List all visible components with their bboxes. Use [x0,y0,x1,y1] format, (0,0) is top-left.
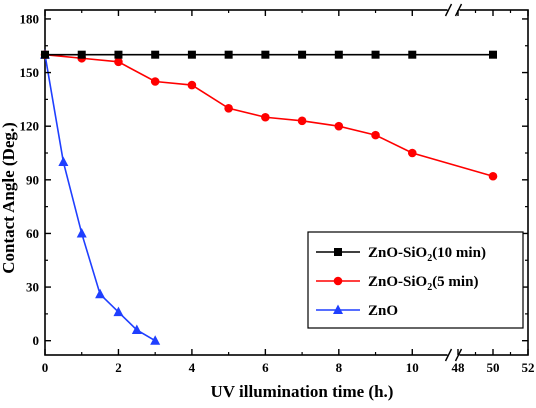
data-point [131,324,142,334]
data-point [113,306,124,317]
data-point [408,50,417,59]
axis-break-gap-top [447,7,460,13]
x-tick-label: 6 [262,360,269,375]
data-point [151,50,160,59]
legend-item: ZnO [316,303,398,319]
data-point [187,50,196,59]
data-point [333,304,343,314]
x-tick-label: 4 [189,360,196,375]
plot-frame [44,9,529,356]
x-tick-label: 48 [452,360,466,375]
data-point [371,130,380,140]
data-point [334,248,342,256]
x-tick-label: 50 [487,360,500,375]
data-point [298,50,307,59]
y-tick-label: 180 [20,11,40,26]
legend-box [307,231,524,329]
legend-label: ZnO-SiO2(5 min) [368,274,478,293]
data-point [95,288,106,299]
y-tick-label: 30 [26,280,39,295]
x-tick-label: 2 [115,360,122,375]
data-point [58,156,69,166]
y-axis-label: Contact Angle (Deg.) [0,122,18,274]
data-point [489,50,497,59]
data-point [261,50,270,59]
axis-break-mark-top [444,3,453,17]
data-point [371,50,380,59]
legend-label: ZnO [368,303,398,319]
data-point [76,227,87,238]
data-point [488,171,498,181]
x-tick-label: 0 [42,360,49,375]
y-tick-label: 120 [20,119,40,134]
series-zno [40,49,161,345]
data-point [333,276,343,286]
legend-label: ZnO-SiO2(10 min) [368,245,486,264]
x-tick-label: 8 [336,360,343,375]
x-tick-label: 52 [522,360,535,375]
series-zno-sio10 [41,50,497,59]
data-point [77,50,86,59]
legend-item: ZnO-SiO2(10 min) [316,245,486,264]
axis-break-gap-bottom [447,352,460,358]
data-point [114,57,123,67]
legend-item: ZnO-SiO2(5 min) [316,274,478,293]
data-point [334,121,344,131]
y-tick-label: 150 [20,65,40,80]
data-point [224,50,233,59]
data-point [224,104,233,113]
y-tick-label: 90 [26,172,39,187]
data-point [407,148,417,158]
x-axis-label: UV illumination time (h.) [211,382,394,401]
data-point [114,50,123,59]
data-point [261,112,270,122]
axis-break-mark-bottom [444,348,453,362]
data-point [150,77,160,86]
series-zno-sio5 [40,50,498,181]
y-tick-label: 60 [26,226,39,241]
x-tick-label: 10 [406,360,419,375]
y-tick-label: 0 [33,333,40,348]
data-point [41,50,49,59]
data-point [334,50,343,59]
data-point [187,80,197,90]
series-line [44,53,494,178]
data-point [297,116,307,126]
data-point [150,335,161,345]
